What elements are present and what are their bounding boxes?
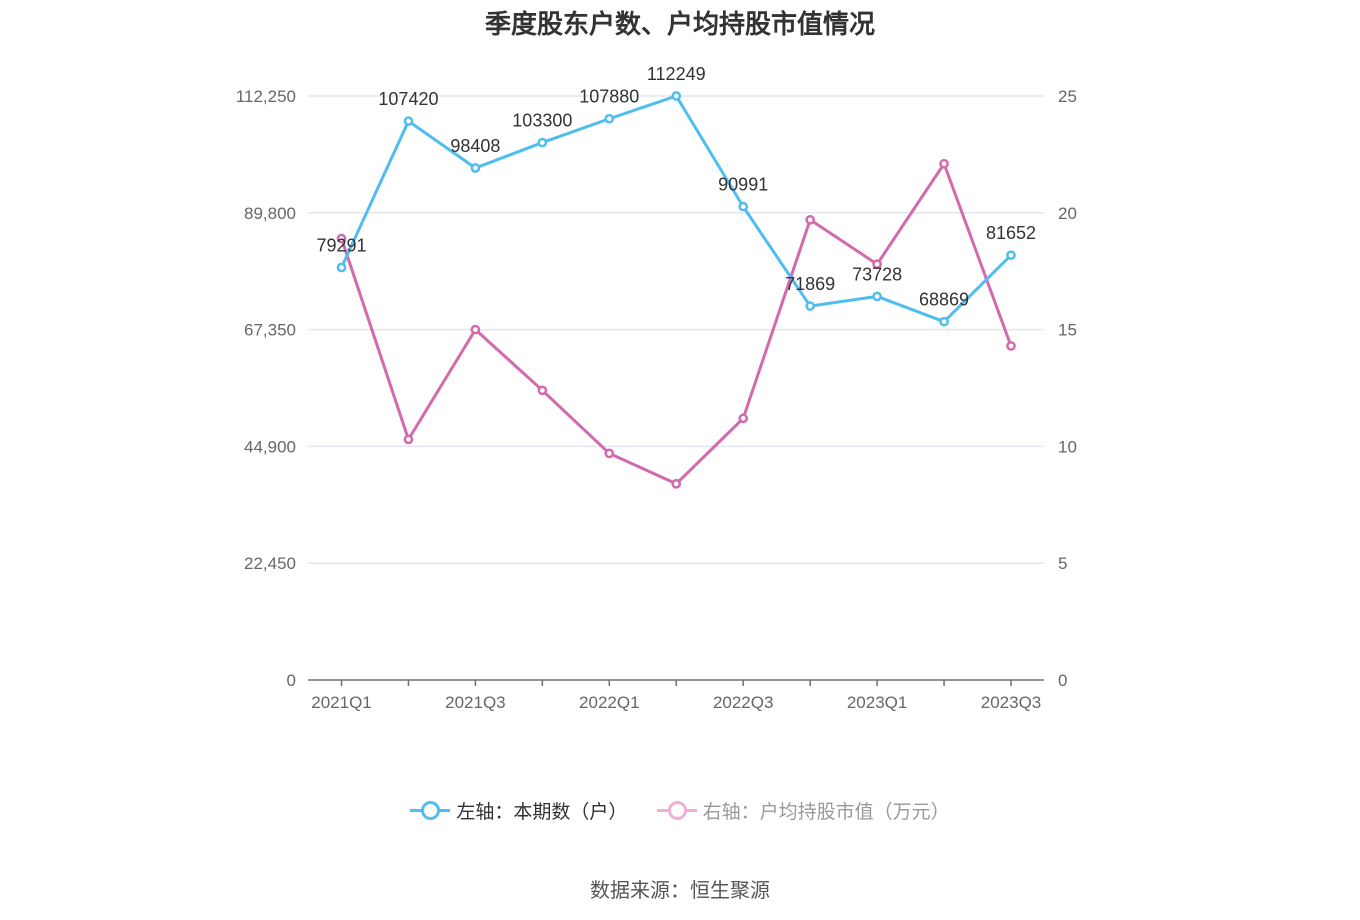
data-label: 107880 — [579, 87, 639, 107]
y-right-tick-label: 25 — [1058, 87, 1077, 106]
data-point-households — [537, 137, 548, 148]
data-point-households — [604, 113, 615, 124]
data-label: 103300 — [512, 111, 572, 131]
y-left-tick-label: 22,450 — [244, 554, 296, 573]
data-point-avg-value — [336, 233, 347, 244]
chart-title: 季度股东户数、户均持股市值情况 — [484, 9, 875, 39]
legend-item-households[interactable]: 左轴：本期数（户） — [410, 796, 627, 824]
series-line-avg-value — [340, 162, 1013, 486]
y-right-tick-label: 15 — [1058, 321, 1077, 340]
y-left-tick-label: 0 — [287, 671, 296, 690]
data-point-households — [939, 316, 949, 327]
data-labels: 79291 107420 98408 103300 107880 112249 90991 7… — [316, 64, 1036, 310]
data-point-avg-value — [805, 214, 816, 225]
legend-line-circle-icon — [410, 796, 451, 824]
y-right-tick-label: 20 — [1058, 204, 1077, 223]
y-left-tick-label: 89,800 — [244, 204, 296, 223]
data-point-households — [671, 91, 682, 101]
series-line-households — [340, 94, 1013, 324]
legend-line-circle-icon — [656, 796, 697, 824]
x-tick-label: 2023Q1 — [847, 693, 908, 712]
axes: 0 22,450 44,900 67,350 89,800 112,250 0 5 10 15 20… — [236, 87, 1077, 712]
x-tick-label: 2021Q3 — [445, 693, 506, 712]
x-tick-label: 2023Q3 — [981, 693, 1042, 712]
legend-label-households: 左轴：本期数（户） — [456, 801, 628, 823]
data-point-households — [1006, 250, 1016, 261]
data-label: 68869 — [919, 290, 969, 310]
data-point-avg-value — [537, 385, 548, 396]
y-left-tick-label: 44,900 — [244, 437, 296, 456]
data-point-households — [738, 201, 749, 212]
data-point-avg-value — [604, 448, 615, 459]
data-point-avg-value — [872, 259, 882, 270]
y-left-tick-label: 67,350 — [244, 321, 296, 340]
data-label: 71869 — [785, 274, 835, 294]
data-label: 107420 — [378, 89, 438, 109]
y-left-tick-label: 112,250 — [236, 87, 296, 106]
data-label: 73728 — [852, 264, 902, 284]
data-point-avg-value — [738, 413, 749, 424]
data-point-avg-value — [939, 158, 949, 169]
x-tick-label: 2022Q3 — [713, 693, 774, 712]
y-right-tick-label: 5 — [1058, 554, 1067, 573]
legend-item-avg-value[interactable]: 右轴：户均持股市值（万元） — [656, 796, 950, 824]
data-point-households — [805, 301, 816, 311]
x-tick-label: 2021Q1 — [311, 693, 372, 712]
data-label: 90991 — [718, 175, 768, 195]
data-point-avg-value — [1006, 341, 1016, 351]
y-right-tick-label: 0 — [1058, 671, 1067, 690]
data-label: 112249 — [647, 64, 706, 84]
line-chart: 0 22,450 44,900 67,350 89,800 112,250 0 5 10 15 20… — [236, 64, 1077, 712]
data-point-avg-value — [470, 324, 481, 335]
data-point-households — [336, 262, 347, 273]
x-tick-label: 2022Q1 — [579, 693, 640, 712]
data-label: 79291 — [316, 235, 366, 255]
data-point-avg-value — [403, 434, 414, 445]
data-source: 数据来源：恒生聚源 — [590, 880, 770, 902]
y-right-tick-label: 10 — [1058, 437, 1077, 456]
data-point-households — [872, 291, 882, 302]
data-point-households — [470, 163, 481, 173]
series-lines — [336, 91, 1016, 489]
legend: 左轴：本期数（户） 右轴：户均持股市值（万元） — [0, 796, 1360, 830]
legend-label-avg-value: 右轴：户均持股市值（万元） — [702, 801, 950, 823]
data-point-avg-value — [671, 478, 682, 489]
data-label: 81652 — [986, 223, 1036, 243]
data-point-households — [403, 116, 414, 126]
data-label: 98408 — [450, 136, 500, 156]
grid-lines — [308, 95, 1044, 564]
